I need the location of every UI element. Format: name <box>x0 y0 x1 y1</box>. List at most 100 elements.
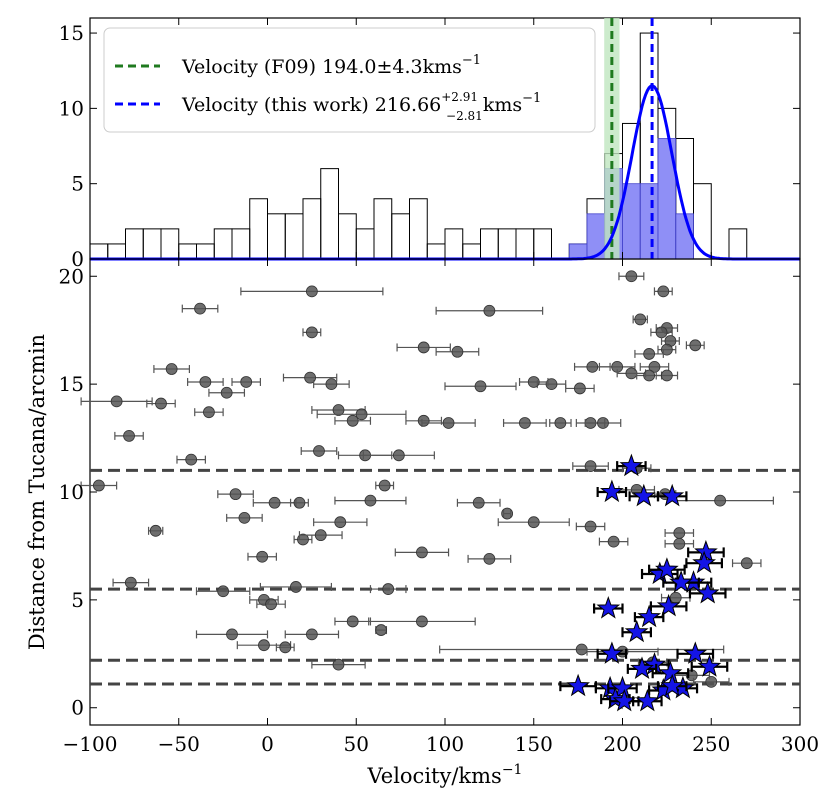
non-member-point <box>554 417 567 429</box>
non-member-point <box>123 430 135 442</box>
non-member-point <box>226 628 238 641</box>
non-member-point <box>185 453 198 466</box>
scatter-y-tick-label: 0 <box>71 696 84 720</box>
non-member-point <box>625 270 638 283</box>
non-member-point <box>442 417 455 429</box>
non-member-point <box>584 520 597 533</box>
non-member-point <box>382 583 395 595</box>
scatter-panel: −100 −50 0 50 100 150 200 250 300 0 5 10 15 20 <box>59 258 819 756</box>
histogram-bar <box>462 243 481 260</box>
histogram-bar <box>373 198 393 260</box>
scatter-x-tick-label: 150 <box>515 732 553 756</box>
non-member-point <box>199 376 212 388</box>
member-star <box>610 675 635 699</box>
histogram-bar <box>728 228 748 260</box>
histogram-bar <box>125 228 144 260</box>
non-member-stars <box>80 270 774 688</box>
histogram-bar <box>480 228 499 260</box>
non-member-point <box>648 360 661 373</box>
non-member-point <box>378 479 391 492</box>
non-member-point <box>268 496 281 509</box>
histogram-bar <box>249 198 268 260</box>
non-member-point <box>483 552 496 565</box>
non-member-point <box>740 557 753 570</box>
histogram-bar <box>338 213 357 260</box>
non-member-point <box>334 516 347 529</box>
member-star <box>683 641 708 664</box>
legend: Velocity (F09) 194.0±4.3kms−1 Velocity (… <box>103 27 596 133</box>
scatter-x-tick-label: 250 <box>692 732 730 756</box>
histogram-bar <box>213 228 233 260</box>
non-member-point <box>655 326 668 339</box>
non-member-point <box>217 585 230 598</box>
non-member-point <box>256 550 269 563</box>
histogram-bar <box>284 213 304 260</box>
non-member-point <box>705 675 718 688</box>
histogram-bar <box>693 183 712 260</box>
histogram-bar <box>302 198 322 260</box>
non-member-point <box>660 369 673 382</box>
non-member-point <box>304 371 317 384</box>
member-star <box>656 593 681 617</box>
scatter-x-tick-label: 300 <box>781 732 819 756</box>
scatter-y-tick-label: 5 <box>71 588 84 612</box>
non-member-point <box>289 581 302 593</box>
non-member-point <box>451 345 464 358</box>
non-member-point <box>474 380 487 393</box>
member-star <box>599 479 624 503</box>
non-member-point <box>643 369 656 382</box>
legend-box <box>103 27 596 133</box>
member-star <box>660 483 685 507</box>
non-member-point <box>673 537 686 550</box>
non-member-point <box>240 376 253 388</box>
histogram-bar <box>160 228 180 260</box>
member-histogram-bar <box>639 183 659 260</box>
member-star <box>669 570 693 593</box>
histogram-bar <box>355 228 375 260</box>
non-member-point <box>313 445 325 457</box>
non-member-point <box>416 615 428 628</box>
non-member-point <box>392 449 405 462</box>
non-member-point <box>92 479 105 492</box>
scatter-x-tick-label: 0 <box>261 732 274 756</box>
non-member-point <box>575 643 588 656</box>
non-member-point <box>155 397 167 410</box>
member-star <box>624 619 649 643</box>
non-member-point <box>607 535 620 548</box>
member-star <box>630 656 654 679</box>
histogram-bar <box>497 228 517 260</box>
non-member-point <box>110 395 123 408</box>
radius-lines <box>90 468 800 686</box>
non-member-point <box>325 378 338 391</box>
scatter-y-tick-label: 20 <box>59 264 84 288</box>
member-star <box>596 595 621 619</box>
histogram-bar <box>107 243 126 260</box>
scatter-x-tick-label: −50 <box>158 732 200 756</box>
non-member-point <box>625 367 638 380</box>
scatter-y-ticks: 0 5 10 15 20 <box>59 264 800 720</box>
non-member-point <box>574 382 586 395</box>
non-member-point <box>584 460 597 473</box>
non-member-point <box>643 348 656 360</box>
scatter-x-tick-label: 100 <box>426 732 464 756</box>
scatter-x-tick-label: −100 <box>63 732 118 756</box>
histogram-bar <box>444 228 464 260</box>
member-star <box>631 483 656 507</box>
member-histogram-bar <box>568 243 588 260</box>
non-member-point <box>673 527 686 539</box>
non-member-point <box>203 406 215 419</box>
non-member-point <box>501 507 514 520</box>
member-star <box>660 673 685 697</box>
non-member-point <box>346 615 359 628</box>
legend-this-work-label: Velocity (this work) 216.66+2.91 −2.81kms… <box>181 90 541 123</box>
histogram-bar <box>267 213 286 260</box>
member-star <box>697 654 722 677</box>
histogram-bar <box>231 228 251 260</box>
non-member-point <box>305 285 318 298</box>
histogram-bar <box>178 243 197 260</box>
non-member-point <box>586 360 599 373</box>
histogram-bar <box>196 243 215 260</box>
histogram-bar <box>515 228 535 260</box>
non-member-point <box>149 524 162 537</box>
scatter-y-tick-label: 10 <box>59 480 84 504</box>
